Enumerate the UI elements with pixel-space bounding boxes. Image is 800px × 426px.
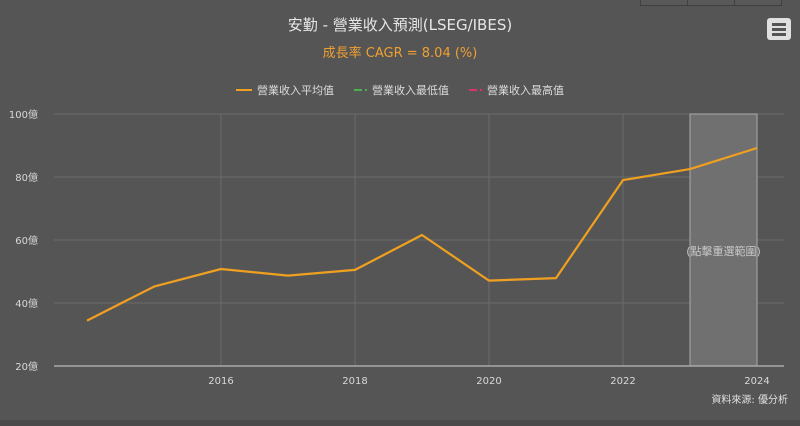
x-tick-label: 2018 xyxy=(342,376,367,387)
chart-grid xyxy=(54,113,784,366)
series-line-average xyxy=(86,146,758,322)
y-tick-label: 80億 xyxy=(15,171,38,184)
x-tick-label: 2016 xyxy=(208,376,233,387)
chart-legend: 營業收入平均值 營業收入最低值 營業收入最高值 xyxy=(0,82,800,98)
legend-label: 營業收入最低值 xyxy=(372,84,449,97)
chart-subtitle-cagr: 成長率 CAGR = 8.04 (%) xyxy=(322,46,478,61)
top-tab-3[interactable] xyxy=(734,0,782,6)
y-axis-labels: 20億 40億 60億 80億 100億 xyxy=(9,108,38,373)
footer-bar xyxy=(0,420,800,426)
legend-label: 營業收入最高值 xyxy=(487,84,564,97)
hamburger-menu-icon[interactable] xyxy=(767,18,791,40)
chart-title: 安勤 - 營業收入預測(LSEG/IBES) xyxy=(287,16,513,34)
reselect-range-hint: (點擊重選範圍) xyxy=(686,244,761,258)
x-axis-labels: 2016 2018 2020 2022 2024 xyxy=(208,376,769,387)
legend-item-average[interactable]: 營業收入平均值 xyxy=(236,82,334,98)
legend-item-high[interactable]: 營業收入最高值 xyxy=(469,82,564,98)
y-tick-label: 20億 xyxy=(15,360,38,373)
top-tab-strip xyxy=(640,0,782,6)
data-source-credit: 資料來源: 優分析 xyxy=(711,395,788,406)
x-tick-label: 2020 xyxy=(476,376,501,387)
y-tick-label: 40億 xyxy=(15,297,38,310)
y-tick-label: 60億 xyxy=(15,234,38,247)
x-tick-label: 2024 xyxy=(744,376,769,387)
y-tick-label: 100億 xyxy=(9,108,38,121)
legend-swatch-high xyxy=(469,89,482,91)
x-tick-label: 2022 xyxy=(610,376,635,387)
legend-item-low[interactable]: 營業收入最低值 xyxy=(354,82,449,98)
legend-swatch-average xyxy=(236,89,252,91)
legend-label: 營業收入平均值 xyxy=(257,84,334,97)
forecast-highlight-band xyxy=(689,113,758,367)
legend-swatch-low xyxy=(354,89,367,91)
